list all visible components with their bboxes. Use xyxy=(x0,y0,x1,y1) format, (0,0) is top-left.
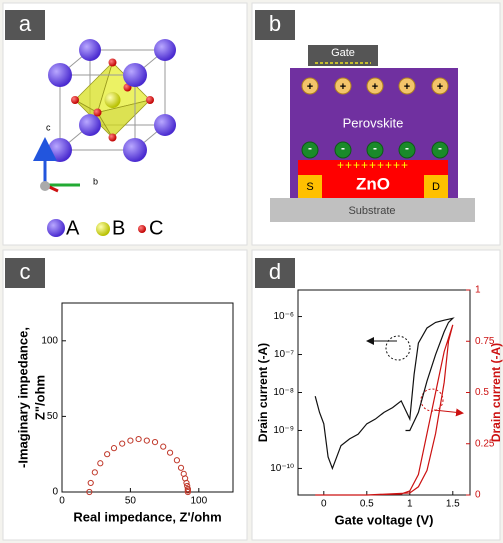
channel-charges: +++++++++ xyxy=(337,158,409,172)
x-tick-label: 0 xyxy=(59,496,65,507)
panel-label: b xyxy=(269,11,281,36)
x-tick-label: 100 xyxy=(190,496,207,507)
y2-tick-label: 0 xyxy=(475,490,481,501)
y-tick-label: 10⁻⁹ xyxy=(273,425,294,436)
x-axis-label: Real impedance, Z'/ohm xyxy=(73,509,221,524)
charge-sign: - xyxy=(308,141,312,155)
axis-label: b xyxy=(93,176,98,186)
legend-label: A xyxy=(66,217,80,239)
charge-sign: + xyxy=(372,81,378,93)
y-axis-label: Z"/ohm xyxy=(32,375,47,420)
layer-label: Perovskite xyxy=(343,115,404,130)
y2-tick-label: 1 xyxy=(475,285,481,296)
legend-swatch xyxy=(96,222,110,236)
x-tick-label: 1.5 xyxy=(446,499,460,510)
y-tick-label: 10⁻¹⁰ xyxy=(270,463,294,474)
y2-axis-label: Drain current (-A) xyxy=(489,343,503,442)
legend-swatch xyxy=(138,225,146,233)
source-label: S xyxy=(306,181,313,193)
legend-label: C xyxy=(149,217,163,239)
y2-tick-label: 0.5 xyxy=(475,387,489,398)
axis-label: c xyxy=(46,122,51,132)
charge-sign: + xyxy=(437,81,443,93)
charge-sign: - xyxy=(373,141,377,155)
panel-label: a xyxy=(19,11,32,36)
y-tick-label: 100 xyxy=(41,335,58,346)
drain-label: D xyxy=(432,181,440,193)
charge-sign: + xyxy=(307,81,313,93)
legend-label: B xyxy=(112,217,125,239)
channel-label: ZnO xyxy=(356,174,390,193)
y-axis-label: -Imaginary impedance, xyxy=(15,327,30,468)
figure: a b c d c b A B C Gate + - + xyxy=(0,0,503,543)
gate-label: Gate xyxy=(331,47,355,59)
panel-label: d xyxy=(269,259,281,284)
y-axis-label: Drain current (-A) xyxy=(256,343,270,442)
x-axis-label: Gate voltage (V) xyxy=(335,512,434,527)
y-tick-label: 50 xyxy=(47,411,59,422)
y-tick-label: 10⁻⁸ xyxy=(273,387,294,398)
x-tick-label: 0.5 xyxy=(360,499,374,510)
x-tick-label: 50 xyxy=(125,496,137,507)
charge-sign: - xyxy=(405,141,409,155)
y-tick-label: 10⁻⁶ xyxy=(273,311,294,322)
legend-swatch xyxy=(47,219,65,237)
charge-sign: + xyxy=(340,81,346,93)
charge-sign: - xyxy=(341,141,345,155)
y-tick-label: 10⁻⁷ xyxy=(274,349,294,360)
x-tick-label: 1 xyxy=(407,499,413,510)
charge-sign: + xyxy=(404,81,410,93)
panel-label: c xyxy=(20,259,31,284)
substrate-label: Substrate xyxy=(348,205,395,217)
charge-sign: - xyxy=(438,141,442,155)
x-tick-label: 0 xyxy=(321,499,327,510)
y-tick-label: 0 xyxy=(52,487,58,498)
